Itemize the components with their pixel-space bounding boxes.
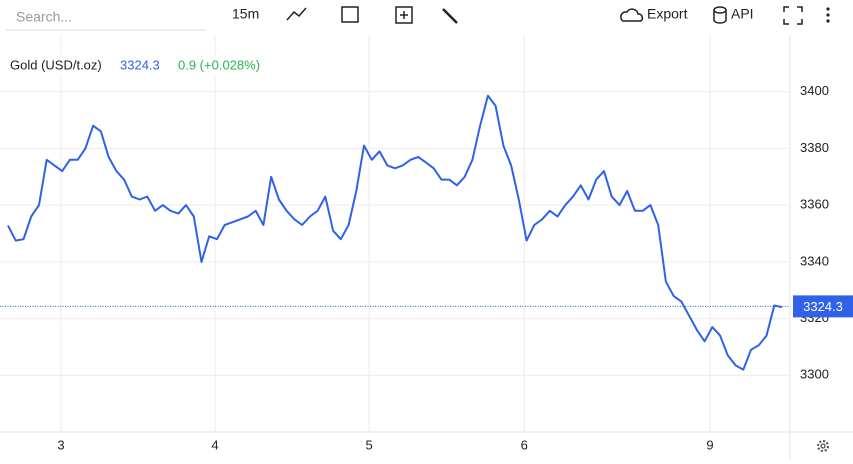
- last-price-tag-label: 3324.3: [803, 299, 843, 314]
- x-tick-label: 4: [211, 437, 218, 452]
- grid: [0, 35, 790, 432]
- interval-button[interactable]: 15m: [232, 6, 259, 22]
- price-line: [7, 94, 783, 371]
- api-button[interactable]: API: [731, 6, 754, 22]
- api-icon[interactable]: [713, 6, 727, 14]
- settings-wrench-icon[interactable]: [442, 8, 458, 24]
- add-icon-plus: [400, 11, 408, 19]
- plot: [0, 94, 790, 371]
- axis-settings-icon[interactable]: [817, 440, 829, 452]
- search-box[interactable]: [6, 4, 206, 30]
- price-change: 0.9 (+0.028%): [178, 57, 260, 72]
- chart-type-icon[interactable]: [286, 7, 307, 21]
- instrument-name: Gold (USD/t.oz): [10, 57, 102, 72]
- y-tick-label: 3380: [800, 140, 829, 155]
- y-tick-label: 3400: [800, 83, 829, 98]
- menu-icon[interactable]: [826, 7, 830, 23]
- api-icon-body: [713, 10, 727, 24]
- x-tick-label: 9: [706, 437, 713, 452]
- export-button[interactable]: Export: [647, 6, 688, 22]
- legend-bg: [6, 55, 281, 77]
- y-tick-label: 3360: [800, 197, 829, 212]
- x-tick-label: 5: [365, 437, 372, 452]
- add-icon[interactable]: [395, 6, 413, 24]
- calendar-icon[interactable]: [341, 6, 359, 23]
- export-icon[interactable]: [620, 8, 644, 22]
- fullscreen-icon[interactable]: [783, 6, 803, 25]
- last-price-tag: [793, 295, 853, 318]
- y-tick-label: 3300: [800, 367, 829, 382]
- toolbar: Search... 15m Export API: [6, 4, 830, 31]
- search-placeholder: Search...: [16, 9, 72, 25]
- x-tick-label: 3: [57, 437, 64, 452]
- last-price: 3324.3: [120, 57, 160, 72]
- y-tick-label: 3340: [800, 253, 829, 268]
- x-tick-label: 6: [521, 437, 528, 452]
